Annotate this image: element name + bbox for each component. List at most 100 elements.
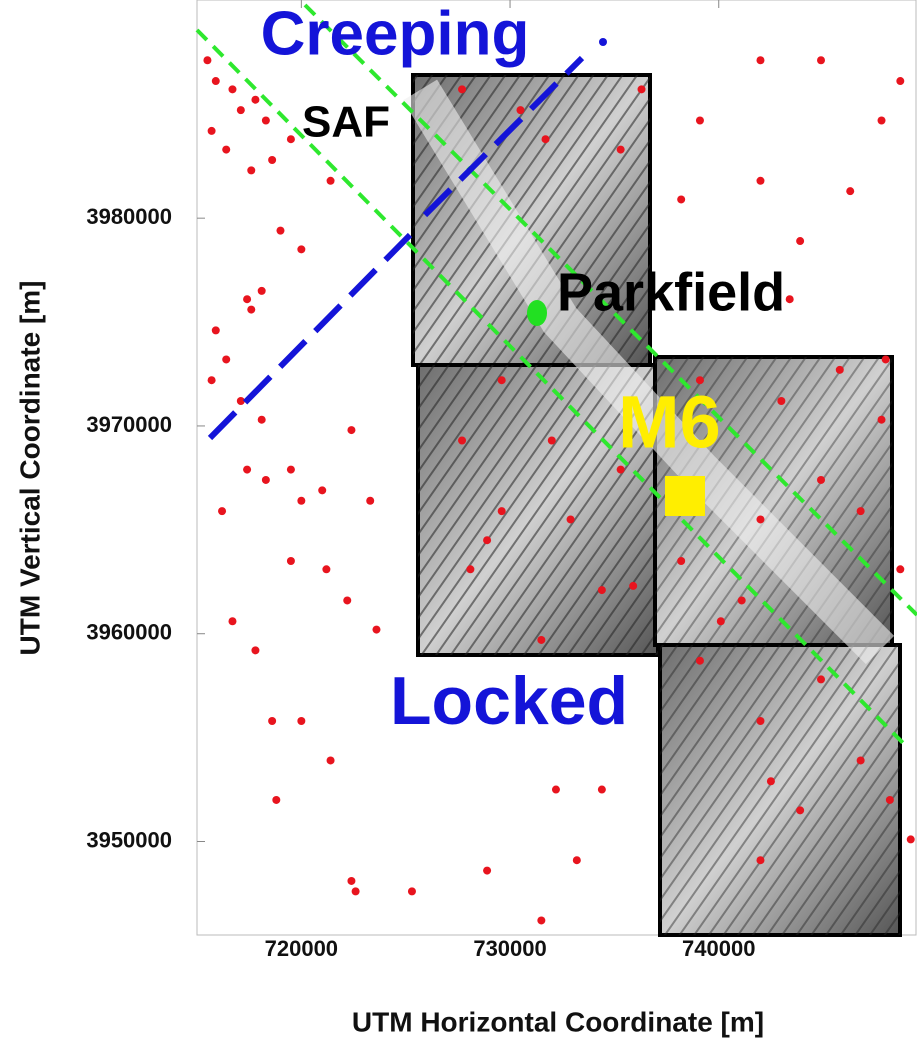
point — [268, 156, 276, 164]
y-tick-label: 3980000 — [86, 204, 172, 229]
point — [738, 596, 746, 604]
point — [846, 187, 854, 195]
point — [218, 507, 226, 515]
point — [222, 355, 230, 363]
y-tick-label: 3970000 — [86, 412, 172, 437]
point — [212, 77, 220, 85]
point — [516, 106, 524, 114]
point — [878, 117, 886, 125]
x-tick-label: 740000 — [682, 936, 755, 961]
x-tick-label: 720000 — [265, 936, 338, 961]
point — [537, 916, 545, 924]
point — [287, 557, 295, 565]
y-tick-label: 3960000 — [86, 620, 172, 645]
point — [258, 287, 266, 295]
point — [717, 617, 725, 625]
point — [777, 397, 785, 405]
point — [322, 565, 330, 573]
point — [272, 796, 280, 804]
annotation: M6 — [618, 381, 721, 464]
point — [251, 646, 259, 654]
point — [542, 135, 550, 143]
point — [696, 657, 704, 665]
point — [756, 177, 764, 185]
point — [276, 227, 284, 235]
point — [318, 486, 326, 494]
point — [483, 536, 491, 544]
point — [251, 96, 259, 104]
point — [756, 717, 764, 725]
point — [268, 717, 276, 725]
point — [222, 146, 230, 154]
point — [857, 756, 865, 764]
point — [756, 56, 764, 64]
point — [458, 85, 466, 93]
point — [886, 796, 894, 804]
point — [258, 416, 266, 424]
point — [598, 586, 606, 594]
point — [896, 77, 904, 85]
point — [567, 515, 575, 523]
point — [483, 867, 491, 875]
point — [817, 56, 825, 64]
point — [598, 786, 606, 794]
point — [228, 85, 236, 93]
point — [878, 416, 886, 424]
point — [297, 497, 305, 505]
point — [857, 507, 865, 515]
y-tick-label: 3950000 — [86, 827, 172, 852]
point — [617, 146, 625, 154]
point — [347, 426, 355, 434]
annotation: SAF — [302, 98, 390, 147]
point — [638, 85, 646, 93]
map-chart: Creeping SAF Parkfield M6 Locked UTM Hor… — [0, 0, 917, 1042]
point — [203, 56, 211, 64]
point — [347, 877, 355, 885]
point — [366, 497, 374, 505]
point — [287, 466, 295, 474]
point — [243, 295, 251, 303]
point — [208, 127, 216, 135]
point — [372, 626, 380, 634]
point — [617, 466, 625, 474]
annotation: Creeping — [261, 0, 530, 68]
x-axis-title: UTM Horizontal Coordinate [m] — [352, 1006, 764, 1037]
point — [796, 237, 804, 245]
annotation: Locked — [390, 663, 628, 739]
point — [343, 596, 351, 604]
point — [327, 756, 335, 764]
point — [629, 582, 637, 590]
point — [796, 806, 804, 814]
point — [907, 835, 915, 843]
point — [537, 636, 545, 644]
point — [896, 565, 904, 573]
point — [408, 887, 416, 895]
point — [458, 436, 466, 444]
point — [208, 376, 216, 384]
point — [212, 326, 220, 334]
point — [498, 376, 506, 384]
point — [237, 397, 245, 405]
point — [352, 887, 360, 895]
point — [287, 135, 295, 143]
point — [756, 515, 764, 523]
annotation: Parkfield — [557, 262, 785, 322]
point — [327, 177, 335, 185]
point — [817, 476, 825, 484]
point — [237, 106, 245, 114]
point — [247, 166, 255, 174]
point — [498, 507, 506, 515]
point — [786, 295, 794, 303]
point — [882, 355, 890, 363]
point — [573, 856, 581, 864]
point — [297, 245, 305, 253]
point — [297, 717, 305, 725]
x-tick-label: 730000 — [473, 936, 546, 961]
point — [466, 565, 474, 573]
point — [247, 306, 255, 314]
point — [756, 856, 764, 864]
point — [548, 436, 556, 444]
point — [677, 195, 685, 203]
point — [262, 117, 270, 125]
point — [767, 777, 775, 785]
